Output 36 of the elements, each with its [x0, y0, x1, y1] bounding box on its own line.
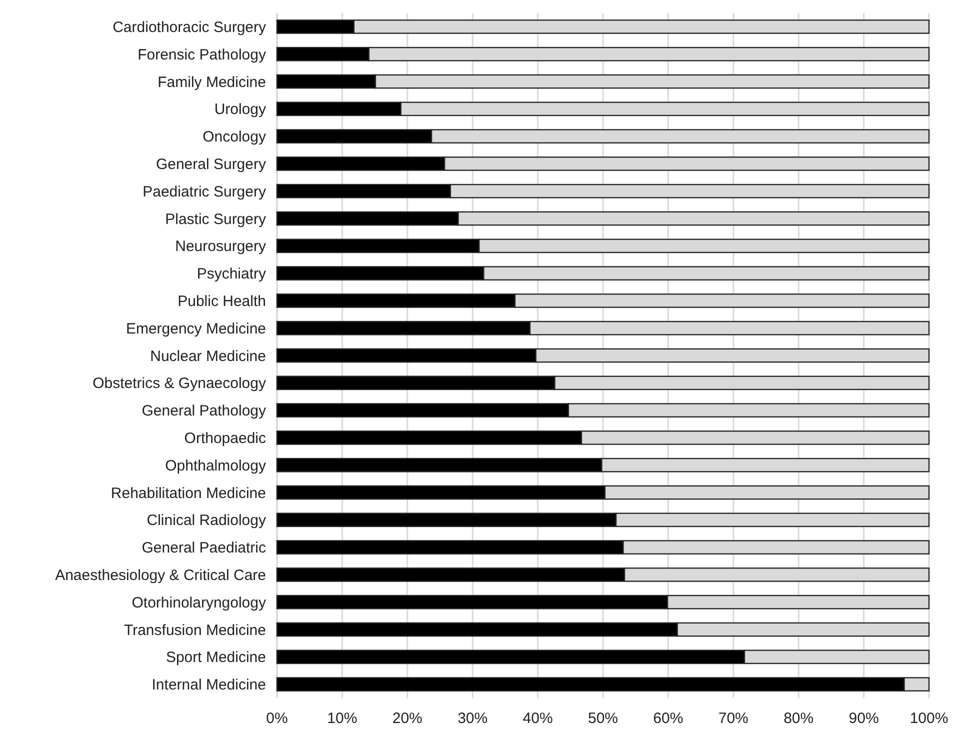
y-tick-label: Oncology: [202, 128, 266, 146]
y-tick-label: Sport Medicine: [166, 649, 266, 666]
x-tick-label: 20%: [392, 710, 422, 727]
y-tick-label: Otorhinolaryngology: [132, 594, 266, 612]
y-tick-label: Orthopaedic: [184, 430, 266, 447]
y-tick-label: Public Health: [178, 292, 266, 310]
y-tick-label: General Paediatric: [142, 540, 266, 557]
y-tick-label: Transfusion Medicine: [124, 622, 266, 639]
y-tick-label: Anaesthesiology & Critical Care: [55, 566, 266, 584]
x-tick-label: 10%: [327, 710, 358, 727]
x-tick-label: 30%: [458, 710, 488, 727]
y-tick-label: Clinical Radiology: [146, 512, 266, 530]
y-tick-label: Rehabilitation Medicine: [110, 484, 266, 502]
x-tick-label: 80%: [784, 710, 814, 727]
y-tick-label: Obstetrics & Gynaecology: [92, 375, 266, 392]
x-tick-label: 100%: [910, 710, 948, 727]
y-tick-label: Cardiothoracic Surgery: [112, 18, 266, 36]
x-tick-label: 60%: [653, 710, 684, 727]
y-tick-label: Urology: [214, 101, 266, 118]
y-tick-label: Ophthalmology: [165, 457, 266, 474]
y-tick-label: Nuclear Medicine: [150, 348, 266, 365]
y-tick-label: General Pathology: [142, 402, 266, 420]
x-tick-label: 70%: [718, 710, 748, 727]
y-tick-label: Internal Medicine: [152, 676, 266, 694]
y-tick-label: Forensic Pathology: [138, 46, 266, 64]
y-tick-label: Family Medicine: [158, 74, 266, 91]
x-tick-label: 50%: [588, 710, 618, 727]
y-tick-label: Emergency Medicine: [126, 320, 266, 338]
x-tick-label: 90%: [848, 710, 879, 727]
y-tick-label: Plastic Surgery: [165, 210, 266, 228]
y-tick-label: Paediatric Surgery: [142, 183, 266, 200]
x-tick-label: 0%: [266, 710, 288, 727]
y-tick-label: General Surgery: [156, 156, 266, 173]
y-tick-label: Neurosurgery: [175, 238, 266, 256]
y-tick-label: Psychiatry: [196, 266, 266, 283]
x-tick-label: 40%: [522, 710, 553, 727]
